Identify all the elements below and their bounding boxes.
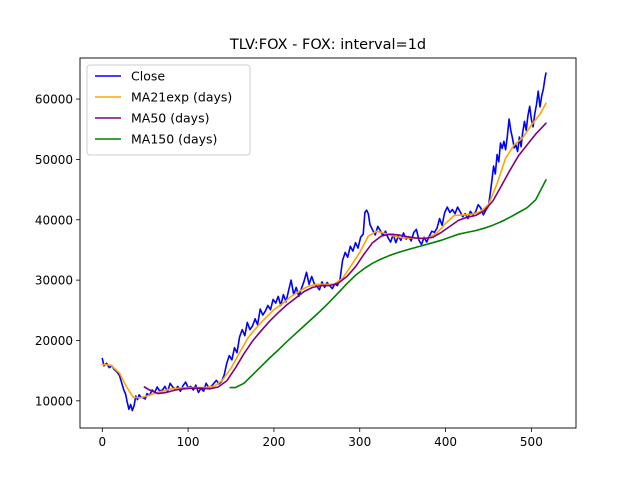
plot-series <box>101 72 547 412</box>
chart-title: TLV:FOX - FOX: interval=1d <box>229 37 426 53</box>
legend-label-ma50-days: MA50 (days) <box>131 111 209 126</box>
legend-box <box>86 64 251 156</box>
x-tick-label: 500 <box>520 435 543 449</box>
x-axis: 0 100 200 300 400 500 <box>98 428 543 449</box>
legend: Close MA21exp (days) MA50 (days) MA150 (day… <box>86 64 251 156</box>
x-tick-label: 200 <box>262 435 285 449</box>
x-tick-label: 300 <box>348 435 371 449</box>
y-axis: 10000 20000 30000 40000 50000 60000 <box>35 93 80 408</box>
legend-label-ma21exp-days: MA21exp (days) <box>131 90 232 105</box>
legend-label-ma150-days: MA150 (days) <box>131 132 217 147</box>
x-tick-label: 400 <box>434 435 457 449</box>
y-tick-label: 30000 <box>35 274 73 288</box>
series-line-ma21exp-days <box>101 102 547 399</box>
y-tick-label: 10000 <box>35 394 73 408</box>
y-tick-label: 20000 <box>35 334 73 348</box>
y-tick-label: 60000 <box>35 93 73 107</box>
x-tick-label: 100 <box>177 435 200 449</box>
x-tick-label: 0 <box>98 435 106 449</box>
legend-label-close: Close <box>131 69 165 84</box>
y-tick-label: 40000 <box>35 213 73 227</box>
y-tick-label: 50000 <box>35 153 73 167</box>
series-line-ma50-days <box>143 122 547 395</box>
plot-frame <box>79 57 577 429</box>
series-line-ma150-days <box>229 179 547 389</box>
